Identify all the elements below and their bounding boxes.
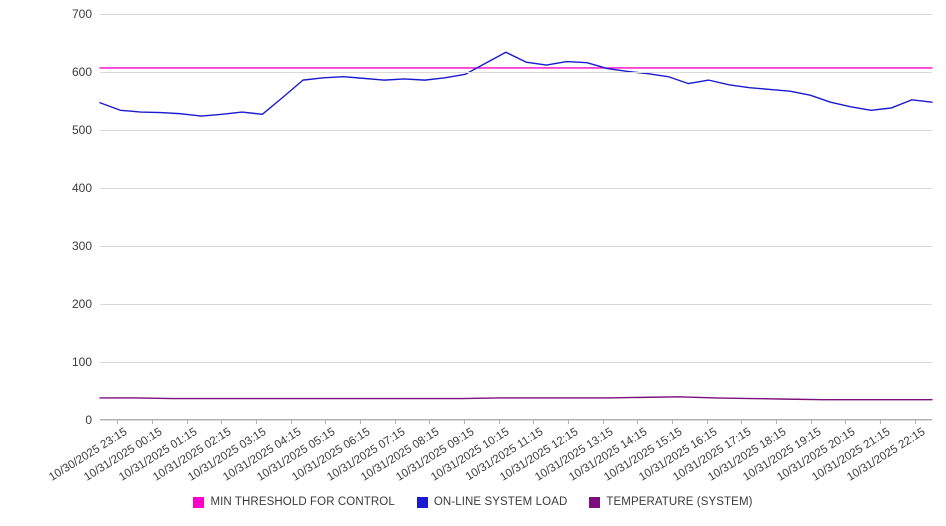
x-axis-tickmark [152,420,153,424]
legend-label: ON-LINE SYSTEM LOAD [433,496,568,508]
x-axis-tickmark [221,420,223,424]
gridline [100,303,932,305]
x-axis-line [100,419,932,420]
x-axis-tickmark [186,420,188,424]
chart-legend: MIN THRESHOLD FOR CONTROL ON-LINE SYSTEM … [0,496,946,508]
x-axis-tickmark [533,420,535,424]
x-axis-tickmark [741,420,743,424]
gridline [100,187,932,189]
gridline [100,419,932,421]
x-axis-tickmark [776,420,777,424]
x-axis-tickmark [394,420,396,424]
y-axis-tick-label: 700 [71,7,92,21]
y-axis-tick-label: 400 [71,181,92,195]
gridline [100,361,932,363]
legend-item[interactable]: ON-LINE SYSTEM LOAD [416,496,568,508]
x-axis-tickmark [845,420,847,424]
x-axis-tickmark [464,420,465,424]
y-axis-tick-label: 0 [85,413,92,427]
plot-area [100,13,932,421]
series-layer [100,14,932,420]
x-axis-tickmark [117,420,119,424]
legend-swatch [589,496,601,508]
x-axis-tickmark [290,420,292,424]
series-line [100,52,932,116]
legend-label: MIN THRESHOLD FOR CONTROL [210,496,395,508]
gridline [100,129,932,131]
series-line [100,397,932,400]
x-axis-tickmark [602,420,604,424]
x-axis-tickmark [325,420,327,424]
x-axis-tickmark [914,420,916,424]
legend-item[interactable]: MIN THRESHOLD FOR CONTROL [193,496,395,508]
x-axis-tickmark [706,420,708,424]
y-axis-tick-label: 200 [71,297,92,311]
gridline [100,245,932,247]
gridline [100,13,932,15]
y-axis-tick-label: 600 [71,65,92,79]
x-axis-tickmark [498,420,500,424]
y-axis: 0 100 200 300 400 500 600 700 [0,7,100,427]
x-axis-tickmark [637,420,639,424]
x-axis-tickmark [429,420,431,424]
x-axis-tickmark [880,420,881,424]
legend-swatch [416,496,428,508]
y-axis-tick-label: 500 [71,123,92,137]
x-axis-tickmark [256,420,257,424]
x-axis-tickmark [360,420,361,424]
legend-swatch [193,496,205,508]
x-axis-tickmark [672,420,673,424]
y-axis-tick-label: 100 [71,355,92,369]
legend-label: TEMPERATURE (SYSTEM) [606,496,753,508]
y-axis-tick-label: 300 [71,239,92,253]
x-axis: 10/30/2025 23:15 10/31/2025 00:15 10/31/20… [47,420,932,490]
x-axis-tickmark [568,420,569,424]
legend-item[interactable]: TEMPERATURE (SYSTEM) [589,496,752,508]
x-axis-tickmark [810,420,812,424]
gridline [100,71,932,73]
